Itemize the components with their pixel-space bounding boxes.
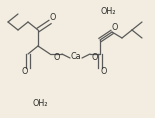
Text: Ca: Ca xyxy=(71,51,81,61)
Text: O: O xyxy=(50,13,56,23)
Text: O: O xyxy=(112,23,118,32)
Text: OH₂: OH₂ xyxy=(100,6,116,15)
Text: O: O xyxy=(54,53,60,61)
Text: OH₂: OH₂ xyxy=(32,99,48,107)
Text: O: O xyxy=(101,67,107,76)
Text: O: O xyxy=(92,53,98,61)
Text: O: O xyxy=(22,67,28,76)
